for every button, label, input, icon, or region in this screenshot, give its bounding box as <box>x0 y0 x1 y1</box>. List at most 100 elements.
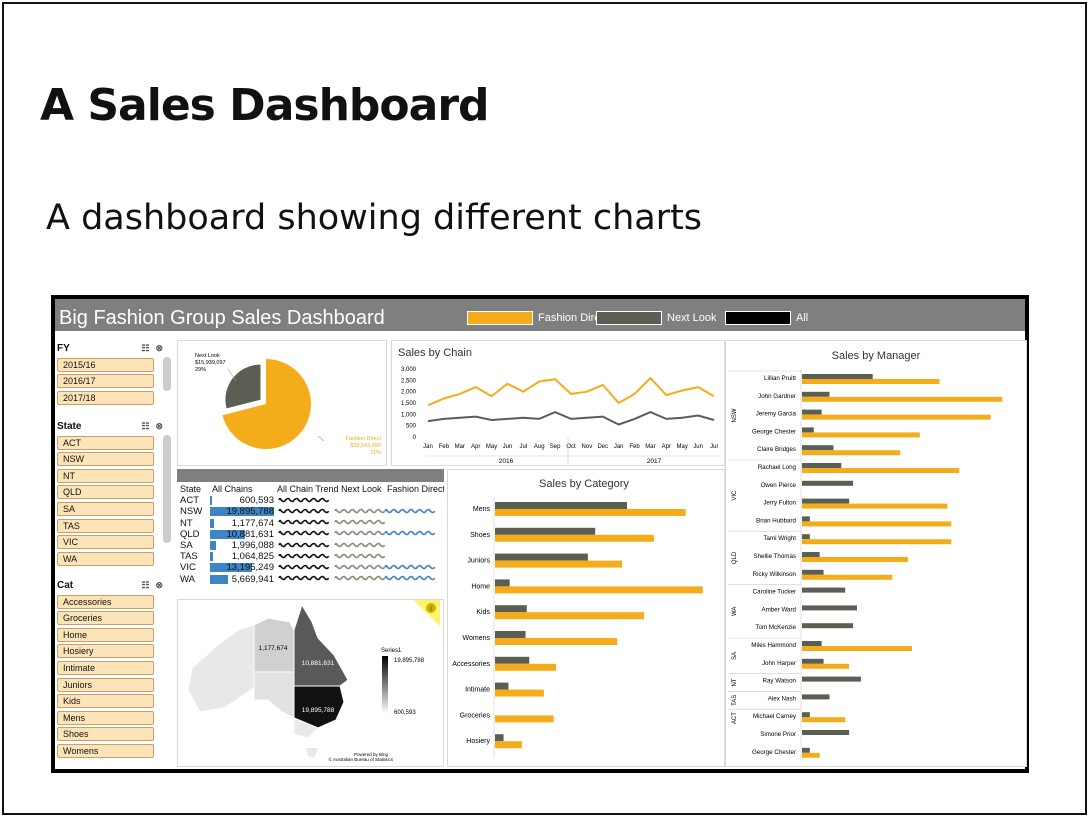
chart-title: Sales by Category <box>539 478 629 490</box>
cat-item[interactable]: Kids <box>57 694 154 709</box>
scrollbar[interactable] <box>163 435 171 543</box>
legend-swatch <box>725 310 791 325</box>
state-item[interactable]: VIC <box>57 535 154 550</box>
pie-pct-fashion-direct: 71% <box>370 450 381 456</box>
cell-trend <box>277 550 333 564</box>
cell-next-look <box>333 572 386 586</box>
sparkline <box>384 575 436 581</box>
manager-label: Michael Carney <box>753 713 797 720</box>
bar-fashion-direct <box>495 663 557 671</box>
multi-select-icon[interactable]: ☷ <box>141 579 156 590</box>
info-icon[interactable] <box>426 603 436 613</box>
cell-state: QLD <box>180 528 200 540</box>
bar-fashion-direct <box>802 521 952 527</box>
cell-value: 13,195,249 <box>226 562 274 574</box>
manager-label: Amber Ward <box>762 606 797 613</box>
category-label: Shoes <box>470 532 490 539</box>
map-region-vic[interactable] <box>293 717 319 739</box>
sparkline <box>334 575 386 581</box>
slide-subtitle: A dashboard showing different charts <box>46 198 703 238</box>
cat-item[interactable]: Juniors <box>57 677 154 692</box>
x-tick-label: Nov <box>582 444 593 450</box>
cat-item[interactable]: Hosiery <box>57 644 154 659</box>
sales-by-chain-chart: Sales by Chain 0 500 1,000 1,500 2,000 2,500 3… <box>398 347 722 465</box>
map-region-wa[interactable] <box>187 624 255 713</box>
bar-fashion-direct <box>802 717 846 723</box>
fy-item[interactable]: 2017/18 <box>57 390 154 405</box>
series-line-next-look <box>427 411 715 426</box>
multi-select-icon[interactable]: ☷ <box>141 342 156 353</box>
fy-item[interactable]: 2016/17 <box>57 374 154 389</box>
state-item[interactable]: NSW <box>57 452 154 467</box>
group-label: TAS <box>732 695 738 706</box>
bar-fashion-direct <box>495 689 544 697</box>
cat-item[interactable]: Womens <box>57 743 154 758</box>
bar-fashion-direct <box>802 574 893 580</box>
slicer-fy-title: FY <box>57 342 70 354</box>
bar-next-look <box>802 747 810 753</box>
sparkline <box>278 519 330 525</box>
map-region-qld[interactable] <box>293 603 349 687</box>
cell-next-look <box>333 561 386 575</box>
bar-next-look <box>495 527 596 535</box>
y-tick-label: 0 <box>413 435 417 441</box>
clear-filter-icon[interactable]: ⊗ <box>155 342 169 353</box>
cat-item[interactable]: Intimate <box>57 660 154 675</box>
cat-item[interactable]: Shoes <box>57 727 154 742</box>
slide-title: A Sales Dashboard <box>40 80 490 131</box>
map-scale-max: 19,895,788 <box>394 658 425 664</box>
clear-filter-icon[interactable]: ⊗ <box>155 420 169 431</box>
manager-label: Jerry Fulton <box>763 500 796 507</box>
sales-by-category-panel: Sales by Category Mens Shoes Juniors Home Ki… <box>447 469 725 767</box>
sparkline <box>334 531 386 536</box>
cell-fashion-direct <box>383 572 440 586</box>
cell-next-look <box>333 505 386 519</box>
cat-item[interactable]: Accessories <box>57 594 154 609</box>
map-region-tas[interactable] <box>306 748 318 758</box>
state-item[interactable]: ACT <box>57 435 154 450</box>
sparkline <box>278 564 330 570</box>
category-label: Juniors <box>467 558 490 565</box>
map-region-sa[interactable] <box>253 671 295 719</box>
cell-trend <box>277 527 333 541</box>
bar-fashion-direct <box>495 612 645 620</box>
x-tick-label: Jul <box>519 444 527 450</box>
data-bar <box>210 574 229 584</box>
bar-fashion-direct <box>802 503 948 509</box>
fy-item[interactable]: 2015/16 <box>57 357 154 372</box>
sparkline <box>278 508 330 514</box>
cat-item[interactable]: Groceries <box>57 611 154 626</box>
col-header: All Chains <box>212 484 253 495</box>
bar-next-look <box>495 579 510 587</box>
bar-fashion-direct <box>802 752 820 758</box>
state-item[interactable]: TAS <box>57 518 154 533</box>
pie-value-fashion-direct: $38,542,690 <box>350 443 381 449</box>
bar-next-look <box>802 641 822 646</box>
sparkline <box>384 531 436 536</box>
cat-item[interactable]: Mens <box>57 710 154 725</box>
legend-next-look: Next Look <box>596 310 717 325</box>
bar-next-look <box>802 480 854 486</box>
category-label: Hosiery <box>466 738 490 745</box>
bar-next-look <box>802 569 824 575</box>
scrollbar[interactable] <box>163 357 171 391</box>
cell-next-look <box>333 539 386 553</box>
clear-filter-icon[interactable]: ⊗ <box>155 579 169 590</box>
x-tick-label: Jun <box>693 444 703 450</box>
state-item[interactable]: QLD <box>57 485 154 500</box>
table-header-row: State All Chains All Chain Trend Next Lo… <box>177 484 444 495</box>
bar-fashion-direct <box>802 414 991 420</box>
x-tick-label: Apr <box>662 444 671 450</box>
bar-next-look <box>802 623 854 629</box>
bar-next-look <box>802 730 850 735</box>
cat-item[interactable]: Home <box>57 627 154 642</box>
manager-label: Rachael Long <box>758 464 797 471</box>
group-label: VIC <box>732 490 738 501</box>
cell-all-chains: 1,996,088 <box>210 540 277 551</box>
multi-select-icon[interactable]: ☷ <box>141 420 156 431</box>
sparkline <box>278 575 330 581</box>
state-item[interactable]: SA <box>57 501 154 516</box>
cell-fashion-direct <box>383 527 440 541</box>
state-item[interactable]: WA <box>57 551 154 566</box>
state-item[interactable]: NT <box>57 468 154 483</box>
